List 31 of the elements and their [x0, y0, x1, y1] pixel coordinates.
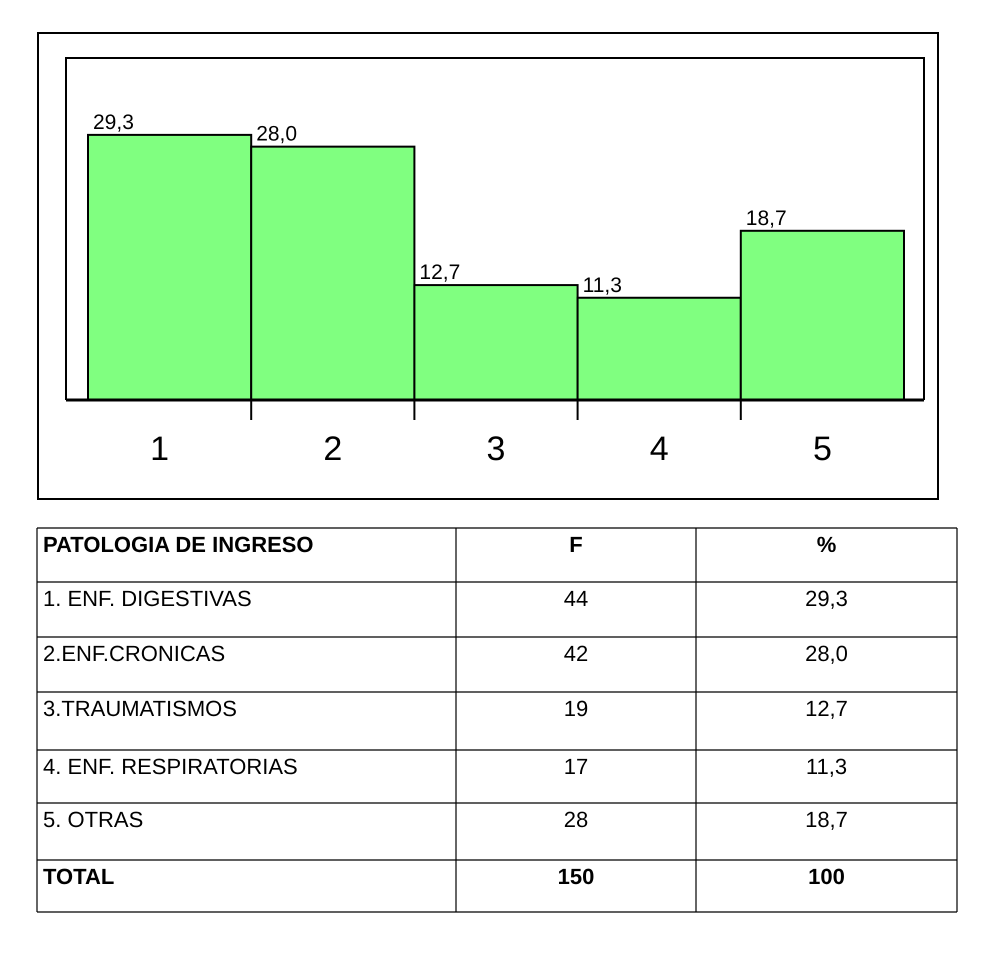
data-label: 29,3: [805, 586, 848, 611]
data-label: 18,7: [746, 206, 787, 230]
text: PATOLOGIA DE INGRESO: [43, 532, 314, 557]
x-tick-label: 2: [323, 430, 342, 468]
data-label: 28: [564, 807, 588, 832]
data-label: 11,3: [806, 754, 848, 779]
category-label: 5. OTRAS: [43, 807, 144, 832]
text: 100: [808, 864, 845, 889]
data-label: 11,3: [582, 274, 622, 297]
data-label: 12,7: [419, 261, 460, 284]
category-label: 3.TRAUMATISMOS: [43, 696, 237, 721]
data-label: 44: [564, 586, 588, 611]
data-label: 18,7: [805, 807, 848, 832]
data-label: 19: [564, 696, 588, 721]
text: 150: [558, 864, 594, 889]
data-label: 42: [564, 641, 588, 666]
x-tick-label: 5: [812, 430, 832, 468]
x-tick-label: 3: [486, 430, 506, 468]
text: %: [816, 532, 836, 557]
data-label: 28,0: [805, 641, 848, 666]
data-label: 29,3: [93, 110, 134, 134]
data-label: 17: [564, 754, 588, 779]
data-label: 12,7: [805, 696, 848, 721]
data-label: 28,0: [256, 122, 298, 146]
category-label: 4. ENF. RESPIRATORIAS: [43, 754, 298, 779]
text: F: [569, 532, 583, 557]
category-label: 1. ENF. DIGESTIVAS: [43, 586, 252, 611]
x-tick-label: 1: [150, 430, 170, 468]
category-label: 2.ENF.CRONICAS: [43, 641, 226, 666]
text: TOTAL: [43, 864, 114, 889]
x-tick-label: 4: [650, 430, 669, 468]
